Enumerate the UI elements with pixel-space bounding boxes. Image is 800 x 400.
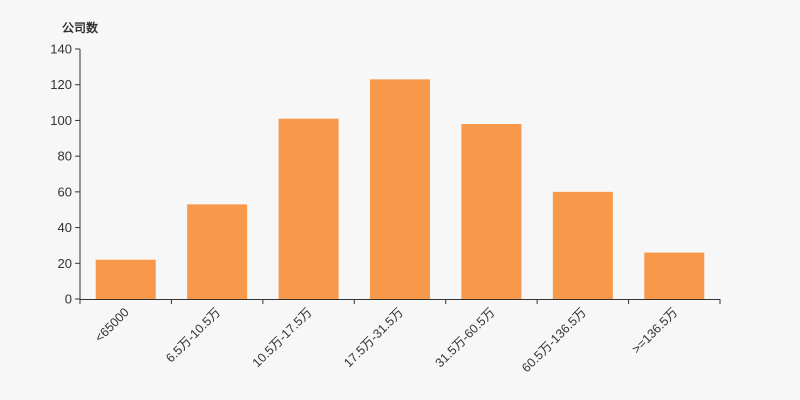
bar: [461, 124, 522, 299]
x-tick-label: 10.5万-17.5万: [250, 305, 315, 370]
y-tick-label: 40: [58, 220, 72, 235]
y-tick-label: 100: [50, 113, 72, 128]
x-tick-label: 60.5万-136.5万: [519, 305, 589, 375]
y-tick-label: 20: [58, 256, 72, 271]
bar: [278, 118, 339, 300]
bar: [644, 252, 705, 299]
y-tick-label: 120: [50, 77, 72, 92]
y-tick-label: 140: [50, 42, 72, 57]
x-tick-label: 31.5万-60.5万: [433, 305, 498, 370]
bar: [187, 204, 248, 299]
x-tick-label: >=136.5万: [629, 305, 680, 356]
y-tick-label: 80: [58, 149, 72, 164]
x-tick-label: <65000: [92, 305, 132, 345]
y-tick-label: 60: [58, 184, 72, 199]
bar: [95, 259, 156, 299]
y-axis-title: 公司数: [62, 20, 99, 35]
bar: [370, 79, 430, 299]
x-tick-label: 17.5万-31.5万: [341, 305, 406, 370]
x-tick-label: 6.5万-10.5万: [163, 305, 223, 365]
y-tick-label: 0: [65, 292, 72, 307]
bar: [552, 191, 613, 299]
